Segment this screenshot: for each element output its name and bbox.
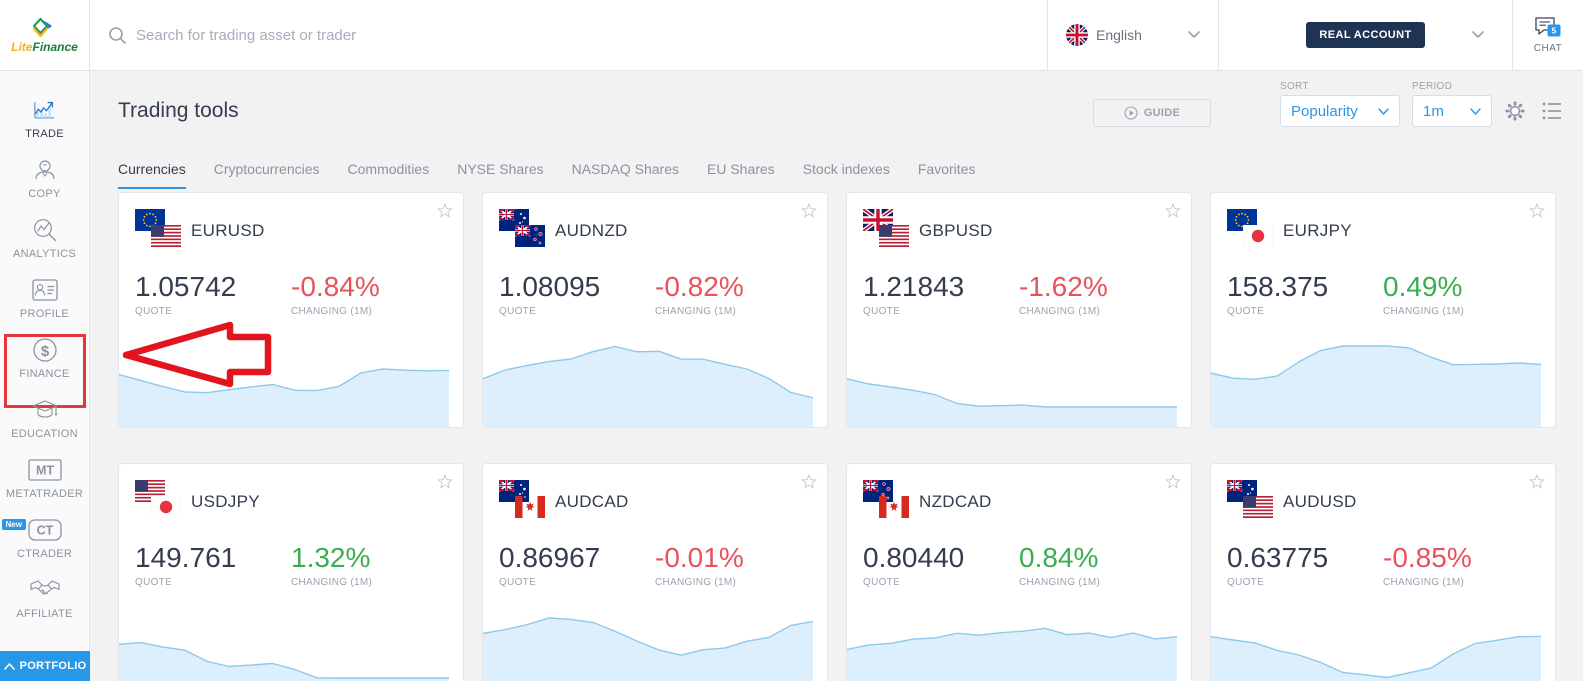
svg-text:MT: MT: [35, 464, 53, 478]
svg-text:CT: CT: [36, 524, 53, 538]
svg-text:5: 5: [1552, 25, 1557, 35]
svg-text:$: $: [40, 343, 49, 360]
